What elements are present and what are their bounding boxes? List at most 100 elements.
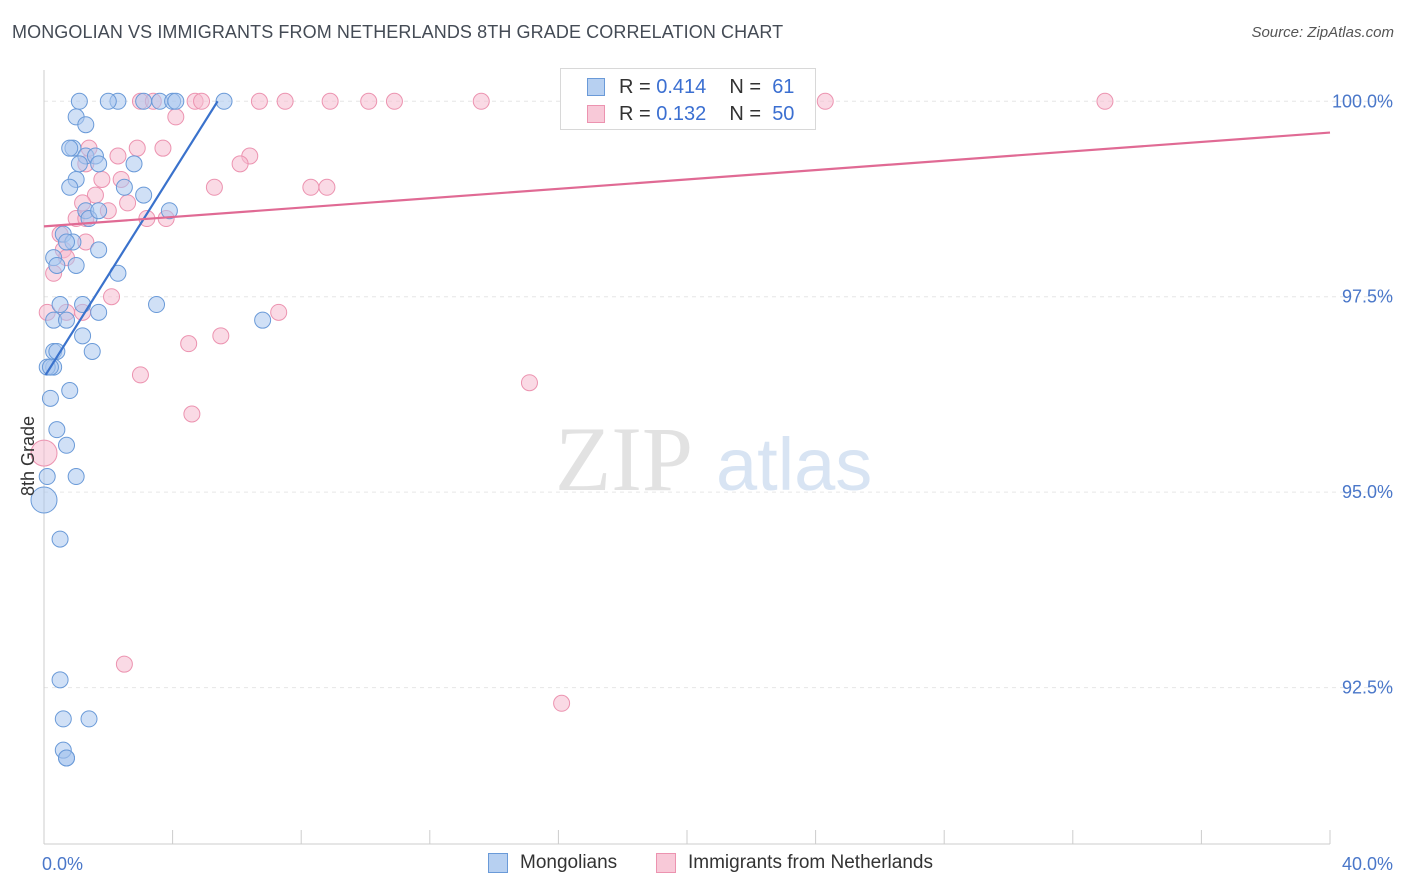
netherlands-point xyxy=(553,694,571,712)
mongolian-point xyxy=(99,92,117,110)
netherlands-point xyxy=(520,374,538,392)
netherlands-point xyxy=(1096,92,1114,110)
netherlands-point xyxy=(109,147,127,165)
mongolian-point xyxy=(61,382,79,400)
data-points xyxy=(30,92,1114,767)
netherlands-point xyxy=(385,92,403,110)
legend-r-value: 0.414 xyxy=(656,75,707,98)
series-legend: Mongolians Immigrants from Netherlands xyxy=(0,852,1406,878)
netherlands-point xyxy=(250,92,268,110)
mongolian-point xyxy=(48,421,66,439)
mongolian-point xyxy=(167,92,185,110)
mongolian-point xyxy=(51,530,69,548)
mongolian-point xyxy=(215,92,233,110)
mongolian-point xyxy=(90,155,108,173)
trend-lines xyxy=(43,100,1331,376)
mongolian-point xyxy=(41,389,59,407)
legend-n-value: 50 xyxy=(772,102,795,125)
legend-swatch-pink xyxy=(587,105,605,123)
netherlands-point xyxy=(183,405,201,423)
mongolian-point xyxy=(51,296,69,314)
legend-row-mongolians: R = 0.414 N = 61 xyxy=(587,74,794,100)
mongolian-point xyxy=(61,178,79,196)
mongolian-point xyxy=(90,241,108,259)
netherlands-point xyxy=(231,155,249,173)
y-tick-label: 95.0% xyxy=(1342,482,1393,502)
legend-item-mongolians[interactable]: Mongolians xyxy=(488,852,617,874)
netherlands-point xyxy=(103,288,121,306)
mongolian-point xyxy=(90,303,108,321)
mongolian-point xyxy=(80,710,98,728)
netherlands-point xyxy=(128,139,146,157)
mongolian-point xyxy=(61,139,79,157)
netherlands-point xyxy=(180,335,198,353)
mongolian-point xyxy=(58,436,76,454)
mongolian-point xyxy=(83,342,101,360)
netherlands-point xyxy=(212,327,230,345)
mongolian-point xyxy=(77,116,95,134)
mongolian-point xyxy=(58,233,76,251)
y-axis-title: 8th Grade xyxy=(18,416,38,496)
mongolian-point xyxy=(70,155,88,173)
legend-r-value: 0.132 xyxy=(656,102,707,125)
netherlands-point xyxy=(472,92,490,110)
netherlands-point xyxy=(119,194,137,212)
netherlands-point xyxy=(360,92,378,110)
mongolian-point xyxy=(135,186,153,204)
mongolian-point xyxy=(54,710,72,728)
source-label: Source: ZipAtlas.com xyxy=(1251,24,1394,41)
mongolian-point xyxy=(148,296,166,314)
mongolian-point xyxy=(125,155,143,173)
mongolian-point xyxy=(67,256,85,274)
mongolian-point xyxy=(90,202,108,220)
mongolian-point xyxy=(38,468,56,486)
mongolian-point xyxy=(254,311,272,329)
netherlands-point xyxy=(167,108,185,126)
y-tick-label: 97.5% xyxy=(1342,287,1393,307)
mongolian-point xyxy=(30,486,58,514)
netherlands-point xyxy=(115,655,133,673)
legend-swatch-blue xyxy=(587,78,605,96)
mongolian-point xyxy=(48,256,66,274)
chart-title: MONGOLIAN VS IMMIGRANTS FROM NETHERLANDS… xyxy=(12,22,784,42)
mongolian-trend-line xyxy=(44,100,219,376)
netherlands-point xyxy=(318,178,336,196)
legend-n-value: 61 xyxy=(772,75,795,98)
mongolian-point xyxy=(115,178,133,196)
mongolian-point xyxy=(58,311,76,329)
mongolian-point xyxy=(67,468,85,486)
x-tick-label: 0.0% xyxy=(42,854,83,874)
legend-label: Mongolians xyxy=(520,852,618,873)
mongolian-point xyxy=(160,202,178,220)
grid-lines xyxy=(44,100,1394,689)
mongolian-point xyxy=(58,749,76,767)
watermark-atlas: atlas xyxy=(716,423,872,506)
legend-r-label: R = xyxy=(619,102,651,125)
netherlands-point xyxy=(30,439,58,467)
mongolian-point xyxy=(74,296,92,314)
y-tick-label: 100.0% xyxy=(1332,91,1393,111)
netherlands-point xyxy=(131,366,149,384)
stats-legend: R = 0.414 N = 61 R = 0.132 N = 50 xyxy=(560,68,816,130)
netherlands-point xyxy=(302,178,320,196)
legend-swatch-blue xyxy=(488,853,508,873)
netherlands-point xyxy=(270,303,288,321)
legend-swatch-pink xyxy=(656,853,676,873)
legend-n-label: N = xyxy=(729,102,762,125)
mongolian-point xyxy=(74,327,92,345)
y-tick-label: 92.5% xyxy=(1342,678,1393,698)
netherlands-point xyxy=(154,139,172,157)
tick-labels: 92.5% 95.0% 97.5% 100.0% 0.0% 40.0% xyxy=(42,91,1393,874)
mongolian-point xyxy=(51,671,69,689)
legend-label: Immigrants from Netherlands xyxy=(688,852,933,873)
netherlands-point xyxy=(193,92,211,110)
legend-r-label: R = xyxy=(619,75,651,98)
legend-item-netherlands[interactable]: Immigrants from Netherlands xyxy=(656,852,933,874)
mongolian-point xyxy=(70,92,88,110)
netherlands-point xyxy=(321,92,339,110)
netherlands-trend-line xyxy=(43,131,1331,228)
netherlands-point xyxy=(816,92,834,110)
watermark: ZIP atlas xyxy=(555,408,872,510)
legend-n-label: N = xyxy=(729,75,762,98)
